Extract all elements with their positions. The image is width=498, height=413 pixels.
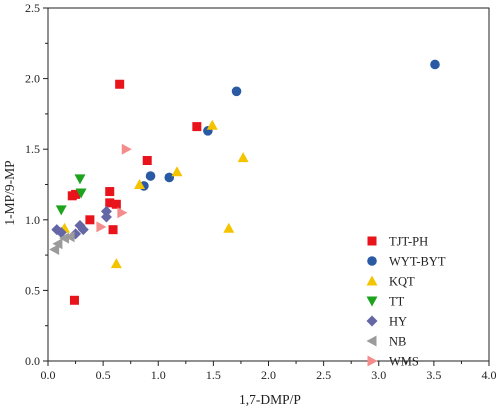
series-tjt-ph — [67, 79, 202, 305]
legend-label: HY — [389, 315, 407, 329]
data-point — [75, 188, 87, 199]
data-point — [67, 191, 77, 201]
data-point — [117, 207, 128, 219]
data-point — [134, 179, 146, 189]
y-tick-label: 1.0 — [25, 213, 40, 227]
x-axis-title: 1,7-DMP/P — [239, 392, 301, 407]
x-axis: 0.0 0.5 1.0 1.5 2.0 2.5 3.0 3.5 4.0 — [41, 361, 497, 382]
data-point — [237, 152, 249, 163]
legend-label: TJT-PH — [389, 235, 428, 249]
data-point — [77, 224, 89, 236]
x-tick-label: 0.0 — [41, 368, 56, 382]
plot-area — [47, 7, 490, 362]
legend-item: TJT-PH — [367, 235, 428, 249]
series-tt — [55, 174, 87, 216]
legend-marker — [367, 236, 377, 246]
data-point — [110, 258, 122, 269]
data-point — [164, 172, 175, 183]
legend-item: HY — [366, 315, 407, 329]
data-point — [206, 119, 218, 130]
x-tick-label: 2.0 — [261, 368, 276, 382]
data-point — [223, 222, 235, 233]
legend-item: KQT — [366, 275, 415, 289]
data-point — [52, 238, 63, 250]
x-tick-label: 1.5 — [206, 368, 221, 382]
data-point — [55, 227, 67, 239]
data-point — [74, 174, 86, 185]
y-tick-label: 2.0 — [25, 72, 40, 86]
legend-label: WYT-BYT — [389, 255, 446, 269]
x-tick-label: 4.0 — [482, 368, 497, 382]
legend-label: NB — [389, 335, 406, 349]
data-point — [231, 86, 242, 97]
data-point — [100, 205, 112, 217]
legend-marker — [367, 355, 378, 367]
data-point — [69, 295, 79, 305]
x-tick-label: 0.5 — [96, 368, 111, 382]
x-tick-label: 2.5 — [316, 368, 331, 382]
y-tick-label: 0.5 — [25, 283, 40, 297]
legend-label: KQT — [389, 275, 415, 289]
data-point — [171, 166, 183, 177]
y-axis: 0.0 0.5 1.0 1.5 2.0 2.5 — [25, 1, 48, 368]
data-point — [105, 187, 115, 197]
legend: TJT-PH WYT-BYT KQT TT HY NB WMS — [366, 235, 446, 369]
legend-marker — [367, 256, 377, 266]
legend-marker — [366, 296, 378, 307]
data-point — [49, 243, 60, 255]
legend-label: TT — [389, 295, 405, 309]
data-point — [145, 171, 156, 181]
data-points — [49, 59, 440, 305]
series-wms — [96, 143, 132, 233]
legend-marker — [366, 315, 378, 327]
legend-marker — [366, 275, 378, 286]
y-tick-label: 0.0 — [25, 354, 40, 368]
series-nb — [49, 231, 75, 255]
data-point — [142, 155, 152, 165]
y-axis-title: 1-MP/9-MP — [2, 160, 17, 225]
legend-marker — [366, 335, 377, 347]
data-point — [85, 215, 95, 225]
data-point — [121, 143, 132, 155]
data-point — [111, 199, 121, 209]
data-point — [430, 59, 440, 70]
data-point — [100, 211, 112, 223]
data-point — [96, 221, 107, 233]
data-point — [108, 225, 118, 235]
series-wyt-byt — [139, 59, 440, 191]
x-tick-label: 3.5 — [426, 368, 441, 382]
data-point — [115, 79, 125, 89]
x-tick-label: 3.0 — [371, 368, 386, 382]
data-point — [105, 198, 115, 208]
plot-border — [47, 7, 490, 362]
legend-label: WMS — [389, 355, 419, 369]
y-tick-label: 1.5 — [25, 142, 40, 156]
data-point — [64, 231, 75, 243]
series-kqt — [59, 119, 249, 269]
x-tick-label: 1.0 — [151, 368, 166, 382]
legend-item: NB — [366, 335, 406, 349]
data-point — [192, 122, 202, 132]
legend-item: TT — [366, 295, 405, 309]
legend-item: WMS — [367, 355, 419, 369]
data-point — [55, 205, 67, 216]
y-tick-label: 2.5 — [25, 1, 40, 15]
data-point — [59, 232, 70, 244]
legend-item: WYT-BYT — [367, 255, 446, 269]
